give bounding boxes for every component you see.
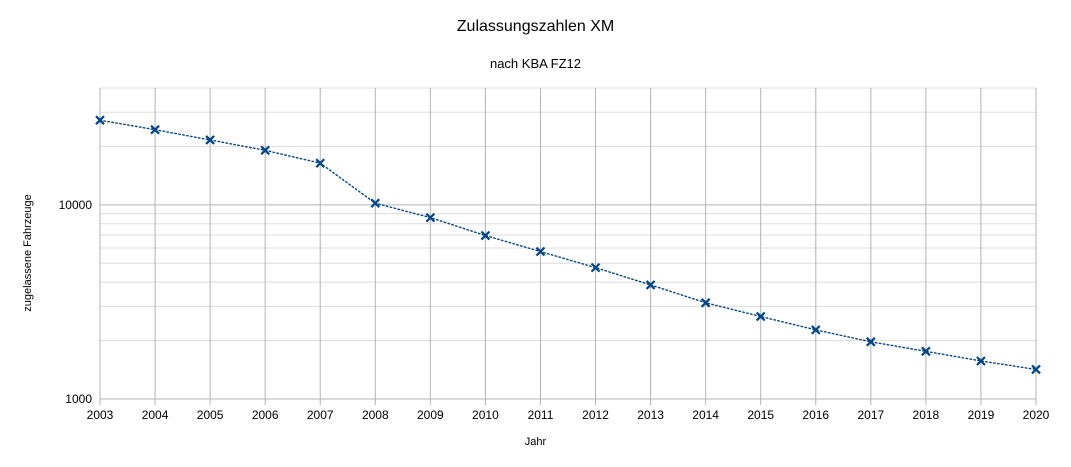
data-point-marker <box>755 311 766 322</box>
data-point-marker <box>150 124 160 135</box>
data-point-marker <box>370 198 381 208</box>
chart-subtitle: nach KBA FZ12 <box>489 56 582 71</box>
x-tick-label: 2011 <box>528 408 554 422</box>
x-tick-label: 2008 <box>362 408 389 422</box>
data-point-marker <box>205 135 215 145</box>
data-point-marker <box>95 115 105 125</box>
chart-title: Zulassungszahlen XM <box>456 18 615 35</box>
x-tick-label: 2005 <box>197 408 224 422</box>
x-tick-label: 2018 <box>913 408 940 422</box>
data-point-marker <box>810 325 821 335</box>
x-tick-label: 2010 <box>472 408 499 422</box>
data-point-marker <box>535 246 546 257</box>
data-point-marker <box>700 298 711 308</box>
y-tick-label: 10000 <box>59 198 93 212</box>
data-point-marker <box>976 356 986 366</box>
data-point-marker <box>921 346 931 357</box>
data-point-marker <box>425 212 436 223</box>
data-point-marker <box>645 280 656 290</box>
x-tick-label: 2014 <box>692 408 719 422</box>
data-point-marker <box>1031 364 1041 375</box>
x-tick-label: 2004 <box>142 408 169 422</box>
x-tick-label: 2020 <box>1023 408 1050 422</box>
x-tick-label: 2016 <box>802 408 829 422</box>
y-axis-label: zugelassene Fahrzeuge <box>22 194 34 312</box>
x-tick-label: 2017 <box>857 408 884 422</box>
x-tick-label: 2019 <box>968 408 995 422</box>
x-tick-label: 2009 <box>417 408 444 422</box>
x-axis-label: Jahr <box>524 436 547 448</box>
x-tick-label: 2013 <box>637 408 664 422</box>
data-point-marker <box>590 262 601 273</box>
x-tick-label: 2006 <box>252 408 279 422</box>
x-tick-label: 2012 <box>582 408 609 422</box>
data-point-marker <box>866 337 876 347</box>
x-tick-label: 2003 <box>87 408 114 422</box>
x-tick-label: 2015 <box>747 408 774 422</box>
y-tick-label: 1000 <box>65 392 92 406</box>
x-tick-label: 2007 <box>307 408 334 422</box>
data-point-marker <box>315 158 326 168</box>
series-line <box>99 119 1037 371</box>
data-point-marker <box>480 230 491 241</box>
data-point-marker <box>260 145 270 156</box>
